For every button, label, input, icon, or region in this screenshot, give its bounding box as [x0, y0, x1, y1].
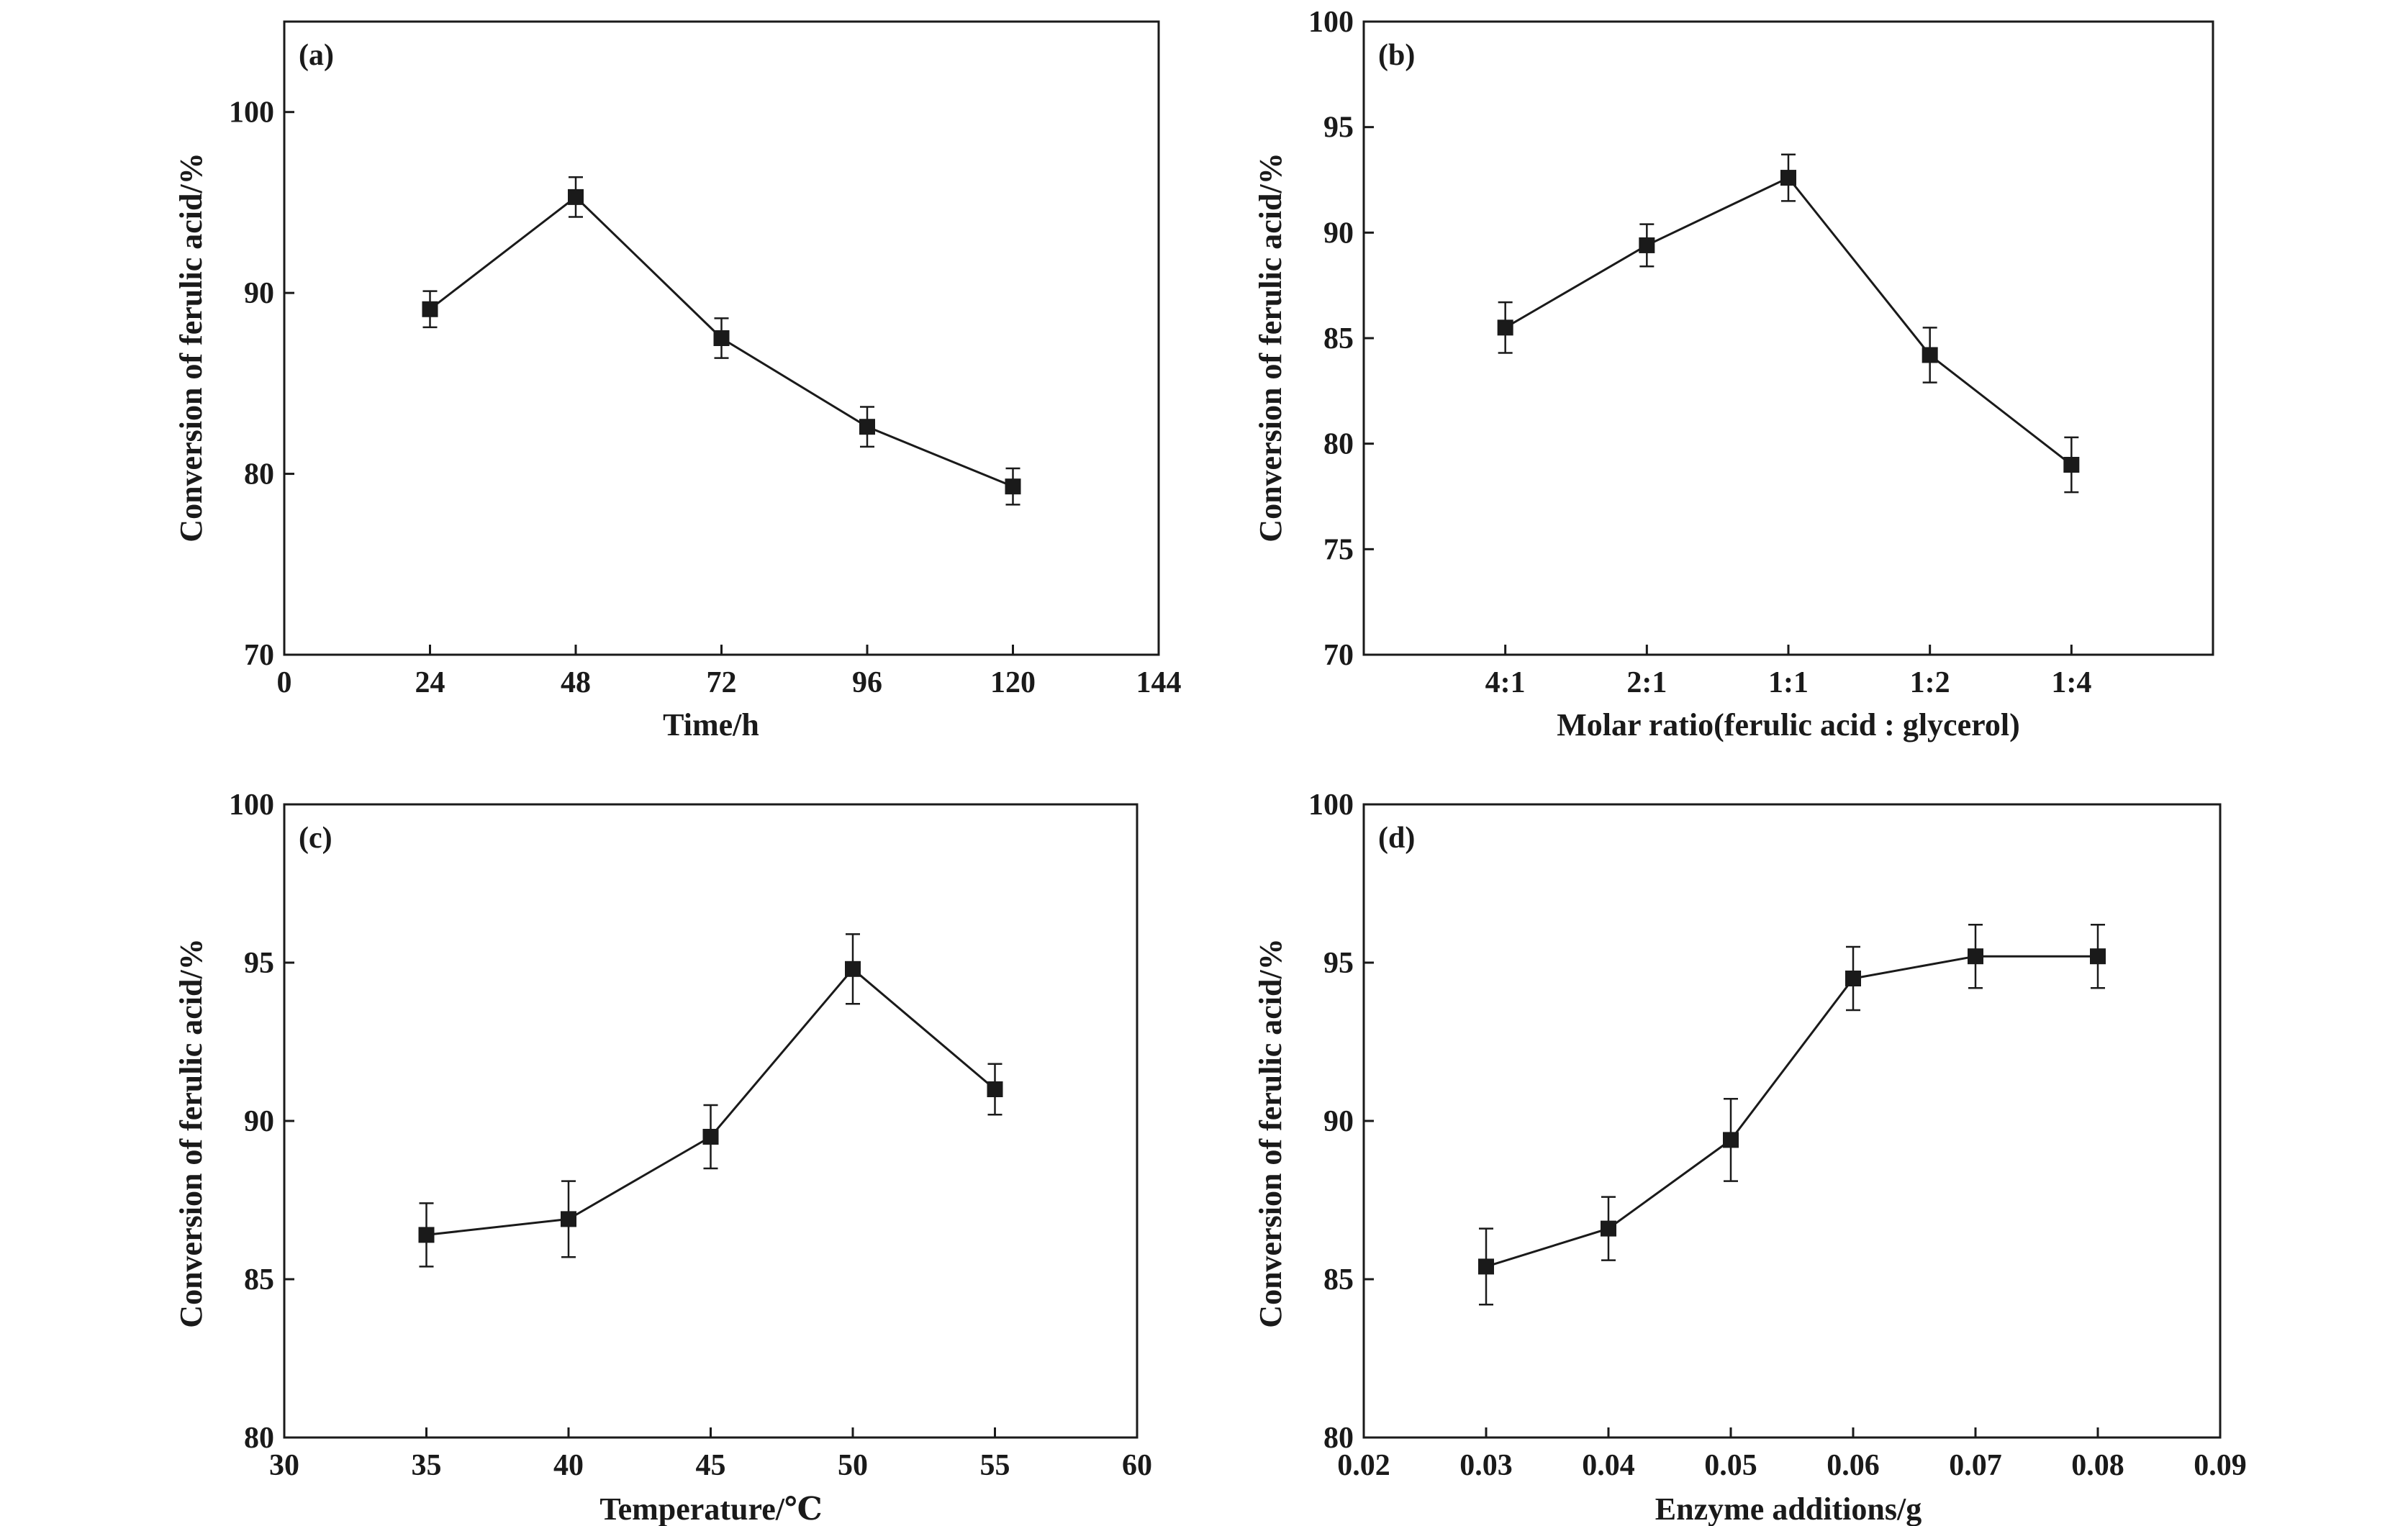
data-point-a	[1005, 478, 1021, 495]
y-tick-label-d: 85	[1323, 1263, 1354, 1296]
panel-d: (d) Enzyme additions/g Conversion of fer…	[1253, 789, 2247, 1526]
series-line-c	[426, 967, 996, 1236]
data-point-d	[1723, 1132, 1739, 1148]
y-tick-label-b: 75	[1323, 533, 1354, 566]
y-tick-label-a: 100	[229, 96, 274, 130]
x-axis-label-a: Time/h	[663, 707, 759, 742]
x-tick-label-b: 1:2	[1910, 666, 1950, 699]
series-line-d	[1485, 955, 2098, 1268]
data-point-a	[568, 189, 584, 205]
x-tick-label-b: 2:1	[1626, 666, 1667, 699]
data-point-d	[1845, 971, 1861, 986]
data-point-b	[1497, 319, 1513, 336]
y-tick-label-d: 80	[1323, 1422, 1354, 1455]
x-tick-label-a: 24	[415, 666, 445, 699]
y-tick-label-c: 80	[244, 1422, 274, 1455]
data-point-d	[1478, 1258, 1494, 1275]
x-tick-label-b: 1:1	[1768, 666, 1809, 699]
y-tick-label-c: 95	[244, 947, 274, 980]
panel-c: (c) Temperature/℃ Conversion of ferulic …	[173, 789, 1152, 1526]
data-point-a	[422, 301, 438, 317]
data-point-b	[1639, 237, 1655, 253]
data-point-b	[2063, 457, 2080, 473]
y-tick-label-c: 85	[244, 1263, 274, 1296]
data-point-b	[1922, 347, 1938, 363]
data-point-c	[845, 960, 861, 977]
x-tick-label-a: 72	[707, 666, 737, 699]
x-tick-label-c: 55	[980, 1449, 1010, 1482]
y-tick-label-b: 90	[1323, 217, 1354, 250]
y-tick-label-b: 80	[1323, 428, 1354, 461]
panel-a: (a) Time/h Conversion of ferulic acid/% …	[173, 20, 1182, 742]
x-tick-label-d: 0.04	[1582, 1449, 1635, 1482]
x-tick-label-c: 45	[696, 1449, 726, 1482]
panel-b: (b) Molar ratio(ferulic acid : glycerol)…	[1253, 6, 2214, 742]
y-tick-label-d: 95	[1323, 947, 1354, 980]
data-point-c	[702, 1129, 719, 1145]
y-tick-label-b: 95	[1323, 112, 1354, 145]
y-tick-label-a: 90	[244, 277, 274, 310]
data-point-d	[1968, 948, 1983, 965]
data-point-c	[987, 1081, 1003, 1097]
y-tick-label-a: 70	[244, 639, 274, 672]
data-point-a	[713, 330, 730, 346]
x-tick-label-b: 1:4	[2051, 666, 2091, 699]
x-tick-label-d: 0.05	[1704, 1449, 1757, 1482]
y-axis-label-c: Conversion of ferulic acid/%	[173, 938, 209, 1327]
x-tick-label-a: 96	[852, 666, 882, 699]
y-tick-label-b: 70	[1323, 639, 1354, 672]
data-point-c	[418, 1227, 435, 1243]
y-axis-label-b: Conversion of ferulic acid/%	[1253, 153, 1288, 542]
panel-label-d: (d)	[1378, 822, 1415, 855]
x-tick-label-c: 50	[838, 1449, 868, 1482]
data-point-c	[561, 1211, 576, 1227]
data-point-b	[1780, 170, 1796, 186]
x-tick-label-a: 144	[1136, 666, 1182, 699]
y-tick-label-d: 100	[1308, 789, 1354, 822]
panel-label-a: (a)	[299, 39, 334, 72]
x-tick-label-c: 30	[269, 1449, 299, 1482]
panel-label-c: (c)	[299, 822, 332, 855]
x-tick-label-d: 0.02	[1337, 1449, 1390, 1482]
x-tick-label-b: 4:1	[1485, 666, 1526, 699]
x-tick-label-a: 48	[561, 666, 591, 699]
y-tick-label-c: 90	[244, 1105, 274, 1138]
x-tick-label-d: 0.08	[2071, 1449, 2124, 1482]
x-tick-label-a: 120	[990, 666, 1036, 699]
y-tick-label-a: 80	[244, 458, 274, 491]
y-tick-label-c: 100	[229, 789, 274, 822]
x-tick-label-d: 0.03	[1459, 1449, 1513, 1482]
series-line-b	[1504, 176, 2073, 466]
y-tick-label-d: 90	[1323, 1105, 1354, 1138]
x-tick-label-d: 0.07	[1949, 1449, 2002, 1482]
x-tick-label-c: 40	[553, 1449, 584, 1482]
y-tick-label-b: 100	[1308, 6, 1354, 39]
x-tick-label-a: 0	[277, 666, 292, 699]
x-tick-label-c: 60	[1122, 1449, 1152, 1482]
x-axis-label-c: Temperature/℃	[599, 1491, 822, 1526]
y-axis-label-a: Conversion of ferulic acid/%	[173, 153, 209, 542]
panel-label-b: (b)	[1378, 39, 1415, 72]
data-point-d	[2090, 948, 2106, 965]
y-axis-label-d: Conversion of ferulic acid/%	[1253, 938, 1288, 1327]
x-tick-label-c: 35	[412, 1449, 442, 1482]
y-tick-label-b: 85	[1323, 322, 1354, 355]
x-axis-label-b: Molar ratio(ferulic acid : glycerol)	[1557, 707, 2019, 742]
x-axis-label-d: Enzyme additions/g	[1655, 1491, 1922, 1526]
plot-frame-b	[1362, 20, 2214, 656]
data-point-a	[859, 419, 875, 435]
x-tick-label-d: 0.09	[2194, 1449, 2247, 1482]
x-tick-label-d: 0.06	[1827, 1449, 1880, 1482]
data-point-d	[1601, 1220, 1616, 1237]
plot-frame-d	[1362, 803, 2222, 1439]
